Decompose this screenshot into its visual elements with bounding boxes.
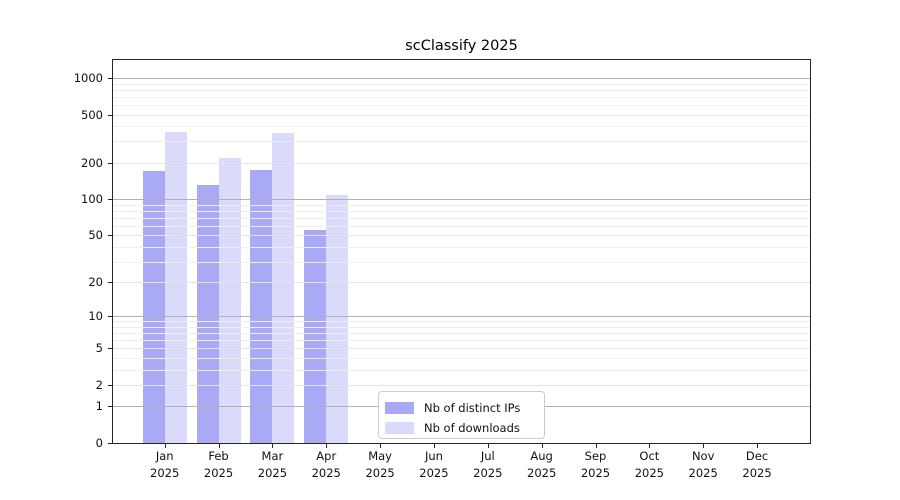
grid-line-minor bbox=[113, 246, 810, 248]
grid-line-major bbox=[113, 78, 810, 79]
x-tick-label-aug: Aug 2025 bbox=[527, 449, 557, 480]
y-tick-mark bbox=[108, 235, 112, 237]
x-tick-mark bbox=[326, 444, 328, 448]
grid-line-minor bbox=[113, 126, 810, 128]
legend: Nb of distinct IPs Nb of downloads bbox=[378, 391, 545, 439]
chart-title: scClassify 2025 bbox=[405, 38, 518, 54]
legend-label-distinct-ips: Nb of distinct IPs bbox=[424, 401, 521, 415]
y-tick-mark bbox=[108, 348, 112, 350]
grid-line-minor bbox=[113, 83, 810, 85]
grid-line-minor bbox=[113, 217, 810, 219]
grid-line-minor bbox=[113, 357, 810, 359]
grid-line-minor bbox=[113, 104, 810, 106]
x-tick-label-jan: Jan 2025 bbox=[150, 449, 180, 480]
x-tick-mark bbox=[757, 444, 759, 448]
legend-entry-downloads: Nb of downloads bbox=[385, 418, 536, 438]
x-tick-label-nov: Nov 2025 bbox=[688, 449, 718, 480]
y-tick-label: 20 bbox=[88, 275, 103, 290]
y-tick-mark bbox=[108, 406, 112, 408]
y-tick-mark bbox=[108, 282, 112, 284]
x-tick-mark bbox=[541, 444, 543, 448]
grid-line-minor bbox=[113, 321, 810, 323]
grid-line-major bbox=[113, 316, 810, 318]
x-tick-label-oct: Oct 2025 bbox=[634, 449, 664, 480]
y-tick-label: 200 bbox=[81, 155, 103, 170]
distinct-ips-swatch-icon bbox=[385, 402, 414, 414]
bar-distinct-ips-mar bbox=[250, 169, 273, 443]
grid-line-minor bbox=[113, 333, 810, 335]
grid-line-minor bbox=[113, 340, 810, 342]
x-tick-mark bbox=[380, 444, 382, 448]
x-tick-mark bbox=[433, 444, 435, 448]
grid-line-minor bbox=[113, 261, 810, 263]
grid-line-minor bbox=[113, 210, 810, 212]
grid-line-labeled bbox=[113, 282, 810, 284]
y-tick-label: 10 bbox=[88, 309, 103, 324]
grid-line-labeled bbox=[113, 348, 810, 350]
x-tick-mark bbox=[218, 444, 220, 448]
x-tick-label-mar: Mar 2025 bbox=[257, 449, 288, 480]
x-tick-label-jul: Jul 2025 bbox=[473, 449, 503, 480]
y-tick-mark bbox=[108, 114, 112, 116]
x-tick-mark bbox=[164, 444, 166, 448]
bar-distinct-ips-feb bbox=[196, 185, 219, 443]
y-tick-mark bbox=[108, 78, 112, 79]
bar-downloads-jan bbox=[164, 131, 187, 443]
y-tick-label: 1000 bbox=[73, 71, 103, 85]
grid-line-minor bbox=[113, 369, 810, 371]
x-tick-label-jun: Jun 2025 bbox=[419, 449, 449, 480]
grid-line-labeled bbox=[113, 114, 810, 116]
y-tick-label: 100 bbox=[81, 192, 103, 207]
x-tick-label-dec: Dec 2025 bbox=[742, 449, 772, 480]
y-tick-mark bbox=[108, 316, 112, 318]
bar-distinct-ips-apr bbox=[304, 230, 327, 443]
y-tick-label: 5 bbox=[95, 341, 103, 356]
legend-entry-distinct-ips: Nb of distinct IPs bbox=[385, 398, 536, 418]
grid-line-minor bbox=[113, 204, 810, 206]
grid-line-labeled bbox=[113, 384, 810, 386]
x-tick-label-may: May 2025 bbox=[365, 449, 395, 480]
bar-downloads-apr bbox=[326, 195, 349, 443]
x-tick-mark bbox=[487, 444, 489, 448]
downloads-swatch-icon bbox=[385, 422, 414, 434]
y-tick-label: 2 bbox=[95, 377, 103, 392]
bar-distinct-ips-jan bbox=[142, 171, 165, 443]
x-tick-mark bbox=[272, 444, 274, 448]
x-tick-mark bbox=[703, 444, 705, 448]
y-tick-mark bbox=[108, 199, 112, 201]
x-tick-label-feb: Feb 2025 bbox=[203, 449, 234, 480]
grid-line-minor bbox=[113, 326, 810, 328]
y-tick-label: 1 bbox=[95, 399, 103, 414]
x-tick-mark bbox=[595, 444, 597, 448]
y-tick-mark bbox=[108, 443, 112, 444]
grid-line-labeled bbox=[113, 162, 810, 164]
plot-area bbox=[112, 59, 811, 444]
bar-downloads-feb bbox=[218, 157, 241, 443]
bar-downloads-mar bbox=[272, 133, 295, 443]
grid-line-labeled bbox=[113, 235, 810, 237]
y-tick-label: 50 bbox=[88, 228, 103, 243]
x-tick-mark bbox=[649, 444, 651, 448]
x-tick-label-apr: Apr 2025 bbox=[311, 449, 341, 480]
grid-line-minor bbox=[113, 89, 810, 91]
legend-label-downloads: Nb of downloads bbox=[424, 421, 520, 435]
y-tick-mark bbox=[108, 384, 112, 386]
y-tick-label: 500 bbox=[81, 107, 103, 122]
grid-line-major bbox=[113, 199, 810, 201]
grid-line-minor bbox=[113, 225, 810, 227]
y-tick-mark bbox=[108, 162, 112, 164]
y-tick-label: 0 bbox=[95, 436, 103, 450]
grid-line-minor bbox=[113, 96, 810, 98]
grid-line-minor bbox=[113, 141, 810, 143]
x-tick-label-sep: Sep 2025 bbox=[580, 449, 611, 480]
